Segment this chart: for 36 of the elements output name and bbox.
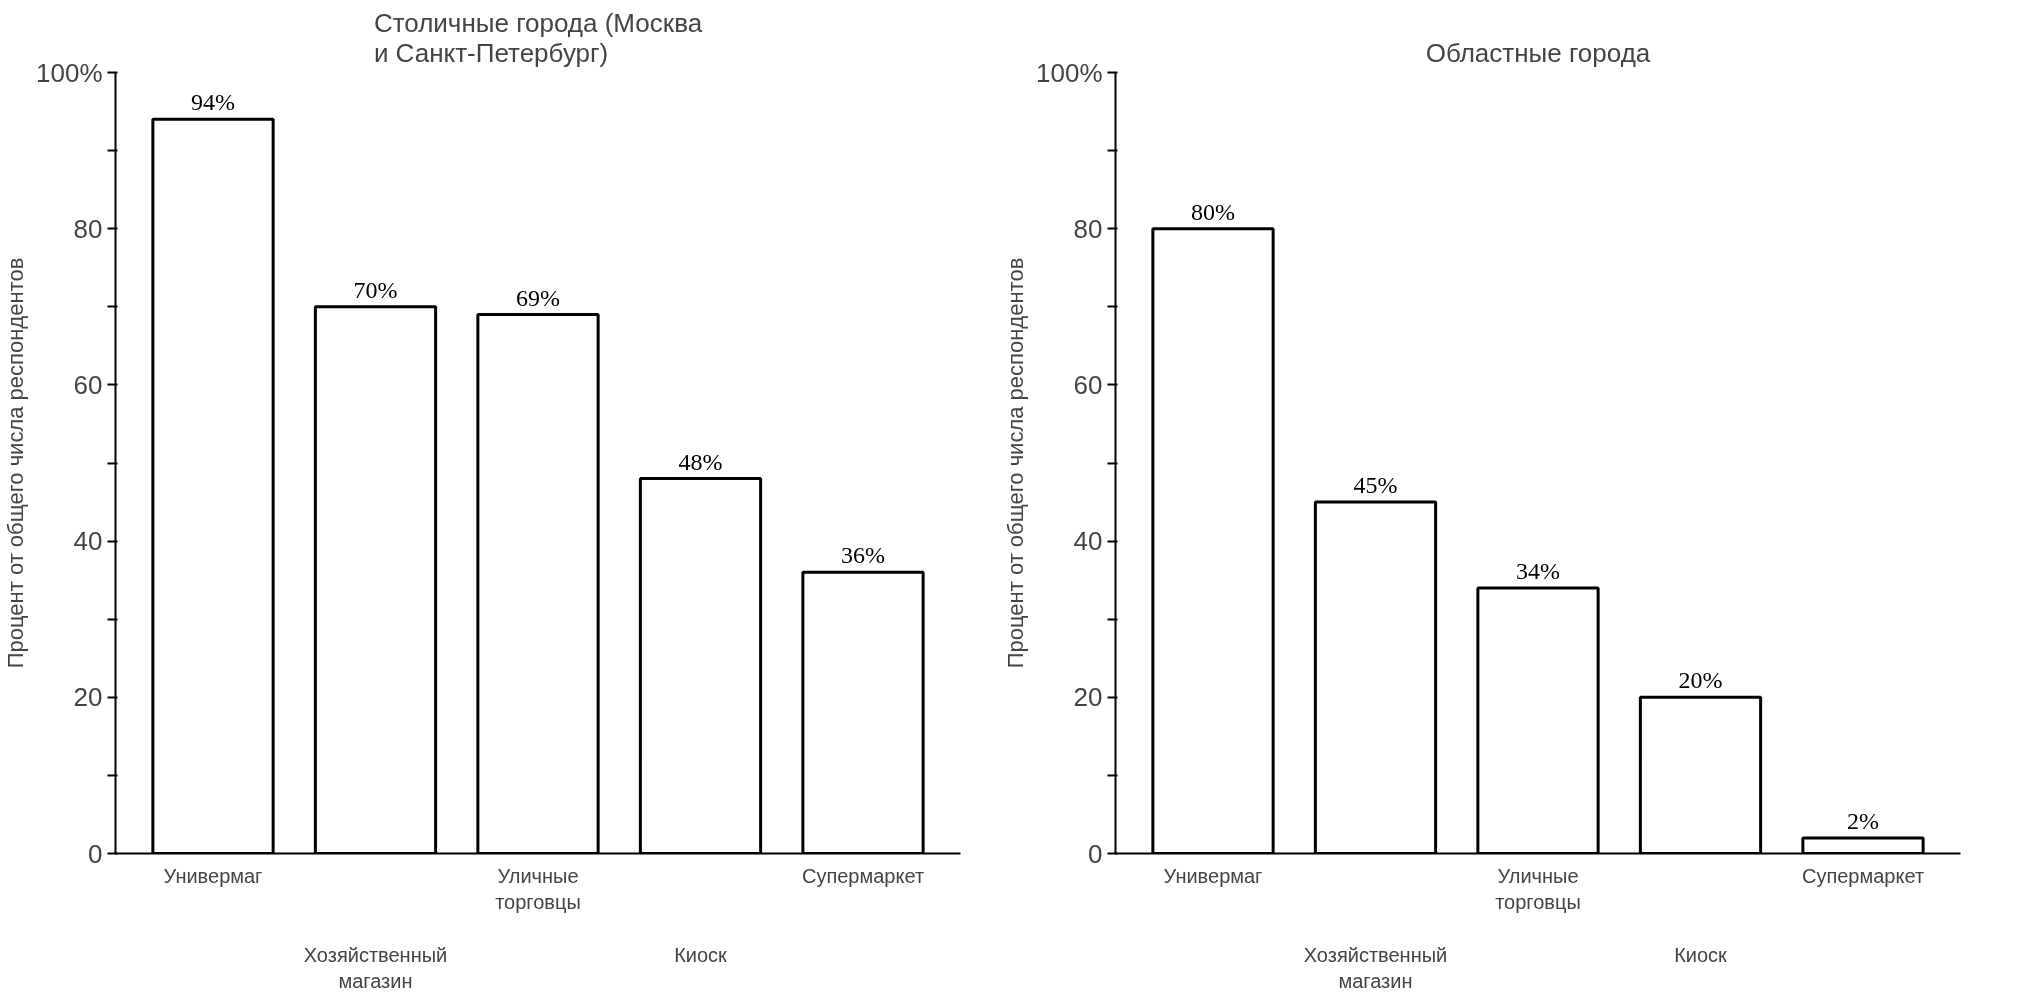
y-tick-label: 80 xyxy=(73,213,103,244)
y-tick-label: 20 xyxy=(1073,682,1103,713)
data-label: 70% xyxy=(353,276,398,303)
data-label: 94% xyxy=(191,89,235,116)
y-tick-label: 100% xyxy=(1036,57,1103,88)
x-tick-label: Уличные торговцы xyxy=(495,864,581,913)
x-tick-label: Универмаг xyxy=(1163,864,1263,887)
data-label: 36% xyxy=(841,542,885,569)
y-tick-label: 80 xyxy=(1073,213,1103,244)
y-tick-label: 0 xyxy=(88,838,103,869)
y-tick-label: 0 xyxy=(1088,838,1103,869)
data-label: 48% xyxy=(678,448,723,475)
data-label: 80% xyxy=(1191,198,1235,225)
x-tick-label: Супермаркет xyxy=(801,864,925,887)
data-label: 34% xyxy=(1516,557,1560,584)
x-tick-label: Уличные торговцы xyxy=(1495,864,1581,913)
x-tick-label: Хозяйственный магазин xyxy=(1303,943,1448,993)
y-axis-title: Процент от общего числа респондентов xyxy=(1003,257,1028,669)
data-label: 2% xyxy=(1847,807,1879,834)
y-tick-label: 100% xyxy=(36,57,103,88)
x-tick-label: Киоск xyxy=(674,943,728,966)
y-axis-title: Процент от общего числа респондентов xyxy=(3,257,28,669)
x-tick-label: Супермаркет xyxy=(1801,864,1925,887)
chart-title: Областные города xyxy=(1425,37,1651,68)
y-tick-label: 20 xyxy=(73,682,103,713)
data-label: 69% xyxy=(516,284,560,311)
x-tick-label: Киоск xyxy=(1674,943,1728,966)
y-tick-label: 40 xyxy=(73,526,103,557)
x-tick-label: Хозяйственный магазин xyxy=(303,943,448,993)
y-tick-label: 60 xyxy=(73,369,103,400)
chart-title: Столичные города (Москва и Санкт-Петербург) xyxy=(373,7,703,68)
data-label: 20% xyxy=(1678,667,1723,694)
data-label: 45% xyxy=(1353,472,1398,499)
y-tick-label: 60 xyxy=(1073,369,1103,400)
x-tick-label: Универмаг xyxy=(163,864,263,887)
y-tick-label: 40 xyxy=(1073,526,1103,557)
